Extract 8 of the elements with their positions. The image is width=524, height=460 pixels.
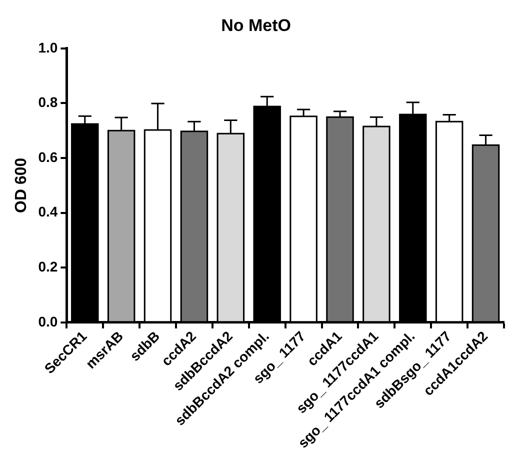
y-tick-label: 0.6	[38, 148, 58, 165]
y-axis-title: OD 600	[13, 158, 30, 213]
y-tick-label: 0.4	[38, 204, 58, 220]
chart-title: No MetO	[221, 16, 291, 35]
y-tick-label: 0.0	[38, 313, 58, 330]
y-tick-label: 1.0	[38, 39, 58, 56]
y-tick-label: 0.2	[38, 258, 58, 274]
y-tick-label: 0.8	[38, 94, 58, 110]
